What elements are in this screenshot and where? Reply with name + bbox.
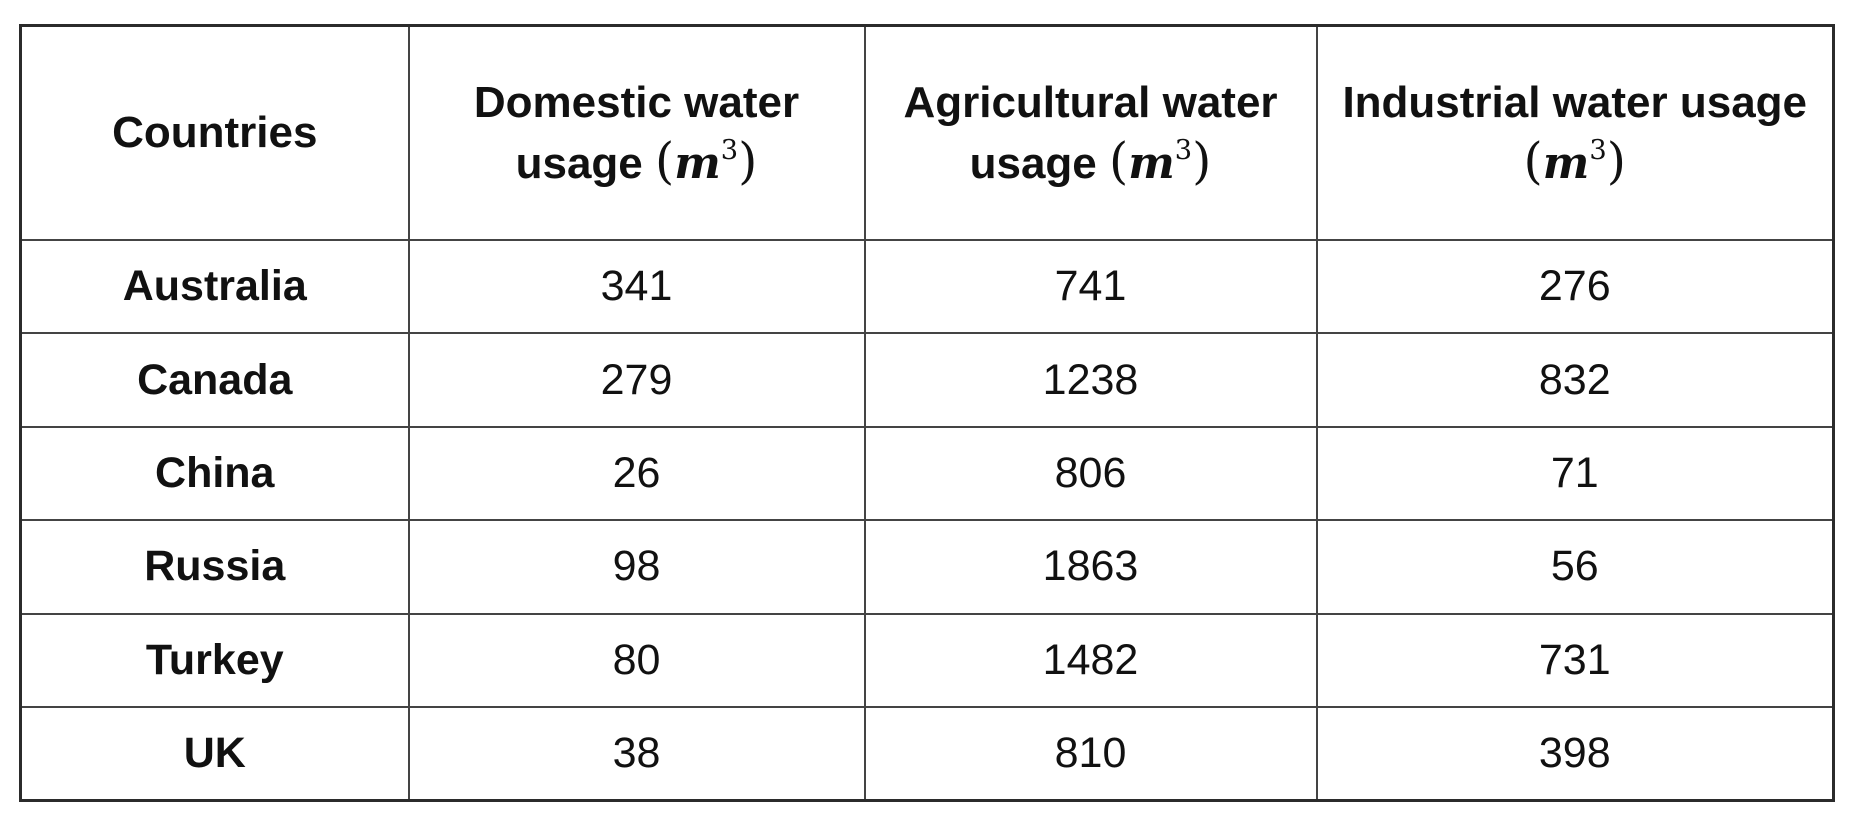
unit-paren-open: ( [1523,131,1543,190]
country-cell: Russia [19,519,410,615]
industrial-cell: 398 [1315,706,1835,802]
header-countries: Countries [19,24,410,241]
water-usage-table: Countries Domestic water usage (m3) Agri… [19,24,1835,802]
domestic-cell: 98 [407,519,866,615]
header-industrial: Industrial water usage (m3) [1315,24,1835,241]
country-cell: UK [19,706,410,802]
table-row: Turkey 80 1482 731 [19,612,1835,709]
domestic-cell: 38 [407,706,866,802]
table-row: Russia 98 1863 56 [19,519,1835,615]
industrial-cell: 56 [1315,519,1835,615]
table-row: Australia 341 741 276 [19,238,1835,335]
unit-exponent: 3 [1589,134,1607,166]
header-agricultural: Agricultural water usage (m3) [863,24,1318,241]
unit-paren-close: ) [1606,131,1626,190]
unit-variable: m [1128,137,1175,189]
unit-exponent: 3 [720,134,739,166]
table-body: Australia 341 741 276 Canada 279 1238 83… [19,238,1835,802]
industrial-cell: 71 [1315,425,1835,522]
domestic-cell: 341 [407,238,866,335]
unit-paren-close: ) [738,131,758,190]
agricultural-cell: 1482 [863,612,1318,709]
country-cell: China [19,425,410,522]
agricultural-cell: 741 [863,238,1318,335]
header-domestic-label: Domestic water usage [473,77,800,188]
industrial-cell: 832 [1315,332,1835,428]
domestic-cell: 26 [407,425,866,522]
agricultural-cell: 1238 [863,332,1318,428]
unit-paren-open: ( [1109,131,1129,190]
header-industrial-label: Industrial water usage [1342,77,1808,127]
domestic-cell: 279 [407,332,866,428]
industrial-cell: 731 [1315,612,1835,709]
agricultural-cell: 810 [863,706,1318,802]
header-agricultural-unit: (m3) [1109,132,1211,190]
unit-variable: m [674,137,721,189]
country-cell: Australia [19,238,410,335]
table-row: China 26 806 71 [19,425,1835,522]
agricultural-cell: 1863 [863,519,1318,615]
header-domestic-unit: (m3) [655,132,757,190]
header-agricultural-label: Agricultural water usage [903,77,1278,188]
unit-paren-close: ) [1192,131,1212,190]
table-row: Canada 279 1238 832 [19,332,1835,428]
industrial-cell: 276 [1315,238,1835,335]
header-domestic: Domestic water usage (m3) [407,24,866,241]
unit-exponent: 3 [1174,134,1193,166]
country-cell: Turkey [19,612,410,709]
header-row: Countries Domestic water usage (m3) Agri… [19,24,1835,241]
domestic-cell: 80 [407,612,866,709]
table-header: Countries Domestic water usage (m3) Agri… [19,24,1835,241]
unit-paren-open: ( [655,131,675,190]
header-countries-label: Countries [112,108,318,157]
header-industrial-unit: (m3) [1524,132,1626,190]
agricultural-cell: 806 [863,425,1318,522]
table-row: UK 38 810 398 [19,706,1835,802]
unit-variable: m [1542,137,1590,189]
country-cell: Canada [19,332,410,428]
